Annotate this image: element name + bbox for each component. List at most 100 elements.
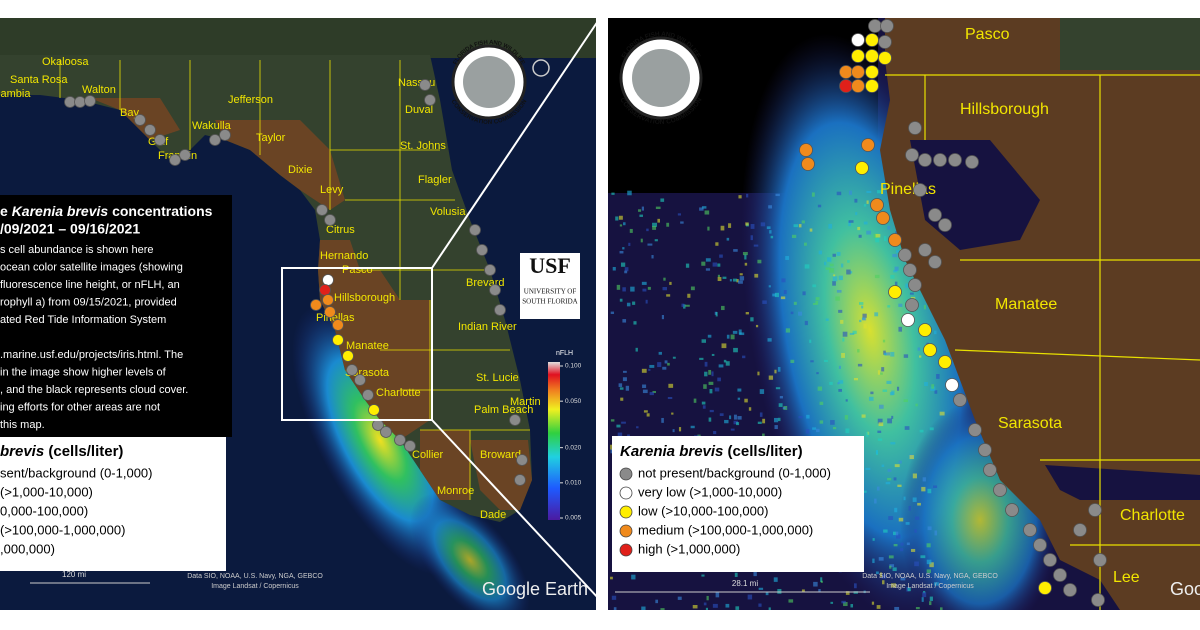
county-label: Dade bbox=[480, 509, 506, 521]
speckle bbox=[617, 432, 623, 437]
speckle bbox=[830, 420, 835, 425]
brand: Goo bbox=[1170, 579, 1200, 599]
speckle bbox=[887, 225, 891, 230]
speckle bbox=[892, 531, 896, 536]
speckle bbox=[755, 324, 759, 328]
speckle bbox=[739, 332, 745, 336]
speckle bbox=[872, 558, 875, 564]
speckle bbox=[813, 581, 818, 587]
speckle bbox=[758, 587, 764, 590]
speckle bbox=[881, 574, 887, 579]
speckle bbox=[923, 591, 926, 594]
speckle bbox=[840, 263, 844, 268]
speckle bbox=[914, 529, 917, 533]
speckle bbox=[862, 317, 867, 321]
speckle bbox=[677, 213, 682, 216]
sample-dot bbox=[928, 255, 942, 269]
speckle bbox=[738, 280, 743, 284]
sample-dot bbox=[876, 211, 890, 225]
speckle bbox=[738, 195, 742, 199]
speckle bbox=[921, 486, 926, 492]
speckle bbox=[923, 304, 927, 310]
speckle bbox=[812, 427, 817, 430]
sample-dot bbox=[851, 79, 865, 93]
legend-units: (cells/liter) bbox=[723, 443, 802, 460]
speckle bbox=[768, 285, 771, 288]
speckle bbox=[927, 526, 932, 531]
colorbar-tick-label: 0.100 bbox=[565, 363, 582, 370]
speckle bbox=[819, 401, 824, 405]
speckle bbox=[846, 269, 851, 275]
speckle bbox=[853, 583, 857, 589]
speckle bbox=[739, 276, 745, 281]
sample-dot bbox=[516, 454, 528, 466]
speckle bbox=[638, 209, 642, 212]
speckle bbox=[875, 450, 879, 455]
speckle bbox=[888, 555, 894, 559]
county-label: Santa Rosa bbox=[10, 74, 68, 86]
speckle bbox=[719, 254, 723, 258]
sample-dot bbox=[368, 404, 380, 416]
sample-dot bbox=[380, 426, 392, 438]
speckle bbox=[774, 425, 778, 430]
speckle bbox=[790, 359, 795, 363]
sample-dot bbox=[404, 440, 416, 452]
speckle bbox=[896, 386, 900, 391]
speckle bbox=[866, 230, 872, 235]
speckle bbox=[618, 215, 623, 220]
speckle bbox=[841, 600, 846, 604]
colorbar-tick-label: 0.050 bbox=[565, 398, 582, 405]
attribution: Image Landsat / Copernicus bbox=[886, 583, 974, 590]
speckle bbox=[858, 234, 862, 238]
speckle bbox=[818, 250, 823, 255]
speckle bbox=[801, 589, 805, 592]
sample-dot bbox=[888, 233, 902, 247]
speckle bbox=[721, 343, 727, 349]
legend-box bbox=[0, 437, 226, 571]
speckle bbox=[875, 571, 879, 575]
speckle bbox=[868, 396, 874, 401]
county-label: Hillsborough bbox=[960, 101, 1049, 118]
speckle bbox=[884, 352, 887, 356]
speckle bbox=[774, 292, 780, 298]
speckle bbox=[690, 425, 695, 429]
speckle bbox=[934, 530, 938, 536]
speckle bbox=[671, 412, 674, 415]
speckle bbox=[905, 283, 910, 289]
speckle bbox=[872, 538, 875, 541]
legend-item: medium (>100,000-1,000,000) bbox=[638, 522, 813, 537]
speckle bbox=[722, 276, 727, 279]
speckle bbox=[874, 274, 880, 279]
county-label: Indian River bbox=[458, 321, 517, 333]
speckle bbox=[750, 317, 754, 322]
speckle bbox=[882, 339, 886, 343]
speckle bbox=[903, 399, 908, 403]
legend-item: 0,000-100,000) bbox=[0, 503, 88, 518]
sample-dot bbox=[419, 79, 431, 91]
sample-dot bbox=[1005, 503, 1019, 517]
county-label: Monroe bbox=[437, 485, 474, 497]
speckle bbox=[926, 559, 932, 565]
speckle bbox=[903, 354, 909, 358]
speckle bbox=[922, 477, 926, 482]
county-label: Charlotte bbox=[1120, 507, 1185, 524]
speckle bbox=[914, 561, 919, 567]
sample-dot bbox=[64, 96, 76, 108]
speckle bbox=[878, 404, 884, 409]
speckle bbox=[798, 311, 803, 316]
speckle bbox=[865, 467, 871, 470]
speckle bbox=[866, 190, 872, 193]
speckle bbox=[745, 222, 749, 226]
speckle bbox=[690, 286, 695, 291]
speckle bbox=[646, 413, 650, 417]
speckle bbox=[667, 362, 670, 366]
speckle bbox=[849, 332, 855, 335]
speckle bbox=[827, 257, 832, 262]
speckle bbox=[652, 222, 657, 227]
speckle bbox=[891, 415, 894, 419]
speckle bbox=[861, 305, 864, 309]
speckle bbox=[733, 347, 738, 353]
speckle bbox=[622, 377, 627, 382]
speckle bbox=[750, 235, 753, 241]
speckle bbox=[825, 267, 831, 270]
